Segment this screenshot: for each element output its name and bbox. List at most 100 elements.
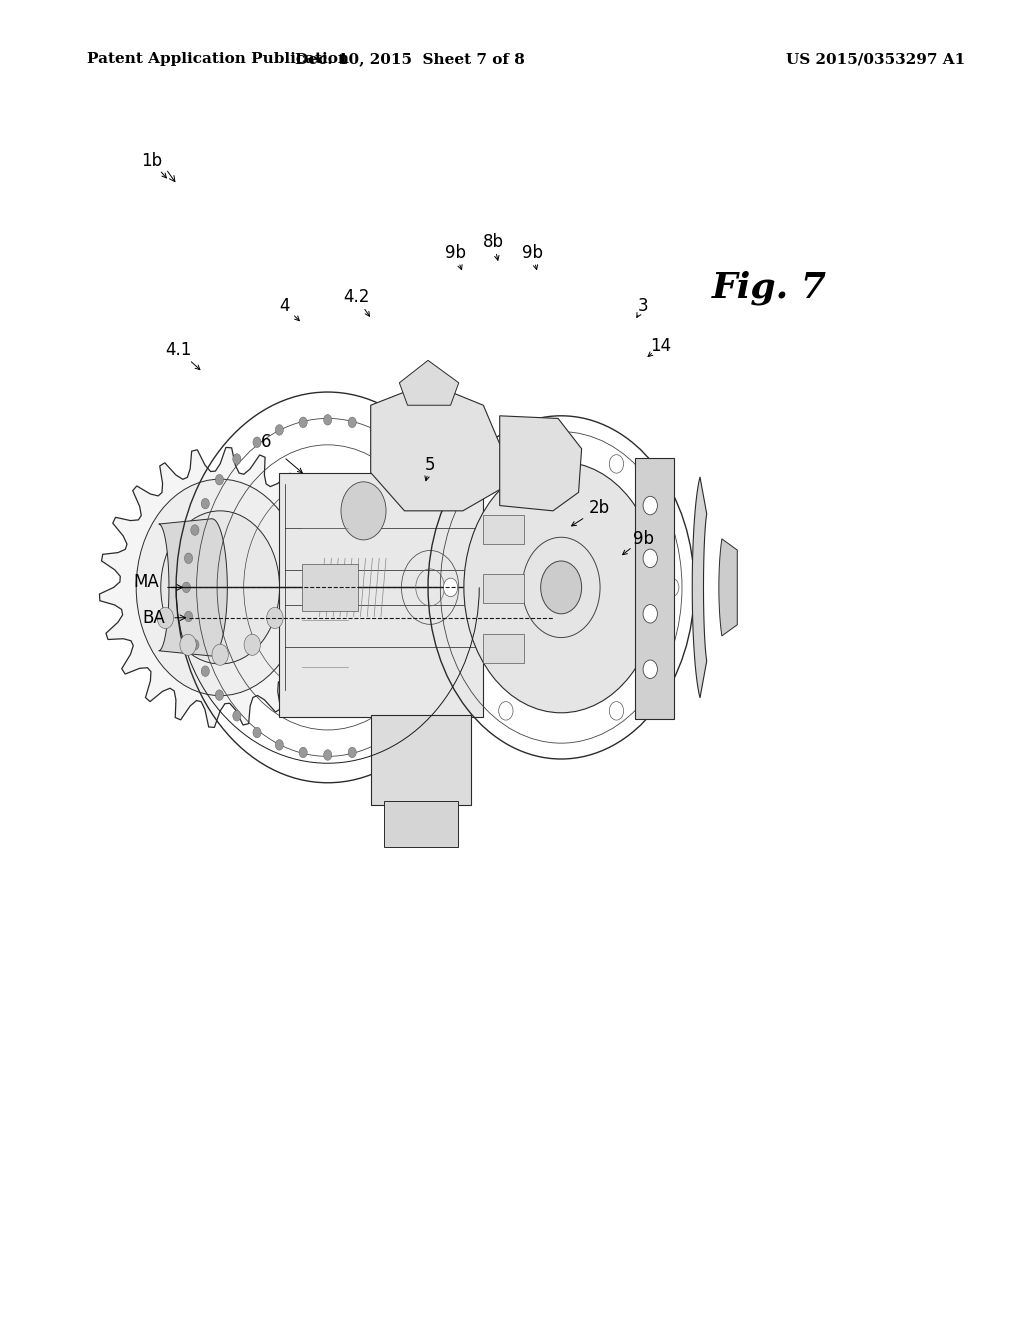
Circle shape [190,639,199,649]
Circle shape [457,639,465,649]
Circle shape [278,609,298,635]
Circle shape [201,665,209,676]
Text: 8b: 8b [483,232,504,251]
Circle shape [299,747,307,758]
Circle shape [299,417,307,428]
Circle shape [211,660,231,686]
Text: 2b: 2b [589,499,609,517]
Circle shape [275,739,284,750]
Circle shape [609,454,624,473]
Circle shape [249,502,269,528]
Text: BA: BA [142,609,165,627]
Circle shape [665,578,679,597]
Text: 14: 14 [650,337,671,355]
Circle shape [244,634,260,655]
Circle shape [324,414,332,425]
Circle shape [230,492,251,519]
Circle shape [142,540,163,566]
Circle shape [180,634,197,655]
Circle shape [446,665,455,676]
Circle shape [457,525,465,536]
Bar [483,574,524,603]
Circle shape [250,645,270,672]
Circle shape [394,437,402,447]
Bar [279,473,483,717]
Circle shape [443,578,458,597]
Circle shape [283,561,303,587]
Polygon shape [399,360,459,405]
Bar [635,458,674,719]
Circle shape [283,586,303,612]
Circle shape [643,605,657,623]
Circle shape [348,747,356,758]
Text: 1b: 1b [141,152,162,170]
Circle shape [541,561,582,614]
Circle shape [348,417,356,428]
Text: 3: 3 [638,297,648,315]
Polygon shape [719,539,737,636]
Circle shape [189,656,210,682]
Text: US 2015/0353297 A1: US 2015/0353297 A1 [785,53,966,66]
Circle shape [136,479,304,696]
Text: MA: MA [133,573,160,591]
Circle shape [499,454,513,473]
Circle shape [432,474,440,484]
Polygon shape [692,477,707,698]
Bar [483,515,524,544]
Circle shape [231,656,252,682]
Circle shape [341,482,386,540]
Circle shape [643,660,657,678]
Text: 4.1: 4.1 [165,341,191,359]
Circle shape [372,425,380,436]
Polygon shape [371,383,502,511]
Circle shape [432,690,440,701]
Text: 6: 6 [261,433,271,451]
Text: Fig. 7: Fig. 7 [712,271,826,305]
Polygon shape [159,519,227,656]
Circle shape [170,503,190,529]
Circle shape [212,644,228,665]
Circle shape [253,727,261,738]
Circle shape [201,499,209,510]
Circle shape [215,690,223,701]
Circle shape [394,727,402,738]
Circle shape [463,611,471,622]
Circle shape [465,582,473,593]
Circle shape [324,750,332,760]
Circle shape [137,587,158,614]
Circle shape [190,525,199,536]
Circle shape [464,462,658,713]
Circle shape [184,611,193,622]
Circle shape [209,488,229,515]
Circle shape [253,437,261,447]
Circle shape [137,562,158,589]
Circle shape [643,496,657,515]
Circle shape [184,553,193,564]
Polygon shape [99,447,341,727]
Circle shape [266,607,283,628]
Circle shape [143,610,164,636]
Circle shape [499,702,513,721]
Circle shape [182,582,190,593]
Bar [483,634,524,663]
Text: 4: 4 [280,297,290,315]
Text: 9b: 9b [633,529,653,548]
Circle shape [232,454,241,465]
Circle shape [265,517,286,544]
Circle shape [415,710,423,721]
Circle shape [415,454,423,465]
Circle shape [463,553,471,564]
Circle shape [154,519,174,545]
Circle shape [609,702,624,721]
Text: 5: 5 [425,455,435,474]
Circle shape [266,630,287,656]
Circle shape [161,511,280,664]
Bar [384,801,458,847]
Circle shape [215,474,223,484]
Bar [371,715,471,805]
Circle shape [276,539,297,565]
Circle shape [232,710,241,721]
Text: Dec. 10, 2015  Sheet 7 of 8: Dec. 10, 2015 Sheet 7 of 8 [295,53,524,66]
Bar [302,564,358,611]
Circle shape [171,647,191,673]
